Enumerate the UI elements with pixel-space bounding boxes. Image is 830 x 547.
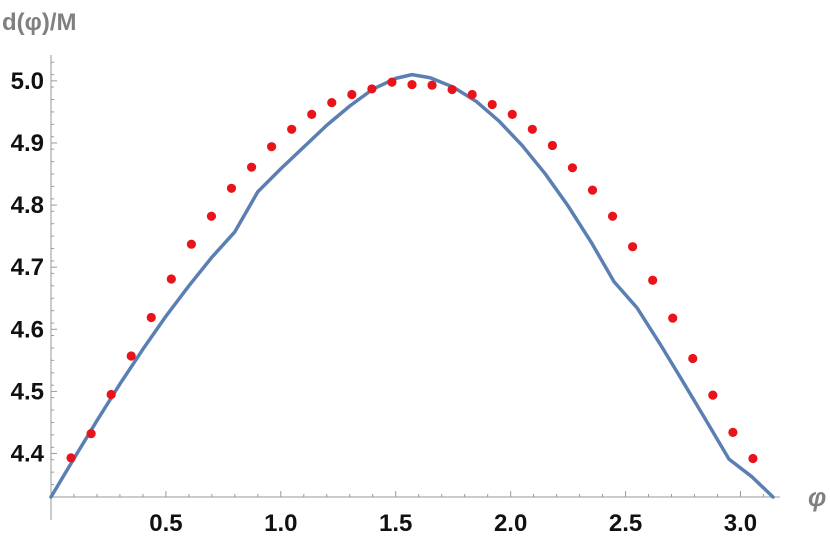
data-points: [66, 77, 758, 464]
data-point: [467, 89, 477, 100]
data-point: [648, 275, 658, 285]
data-point: [407, 79, 417, 90]
y-tick-label: 4.8: [11, 192, 44, 219]
x-tick-label: 2.0: [494, 510, 527, 537]
data-point: [688, 353, 698, 364]
data-point: [246, 162, 257, 172]
data-point: [186, 239, 196, 249]
data-point: [547, 140, 558, 151]
data-point: [527, 124, 537, 134]
data-point: [106, 389, 116, 400]
y-axis-title: d(φ)/M: [2, 9, 76, 36]
data-point: [267, 142, 277, 152]
y-tick-label: 4.9: [11, 130, 44, 157]
data-point: [708, 390, 718, 400]
data-point: [206, 211, 217, 221]
data-point: [146, 312, 156, 323]
x-ticks: 0.5 1.0 1.5 2.0 2.5 3.0: [73, 491, 764, 537]
data-point: [307, 109, 317, 119]
fit-curve-line: [49, 72, 775, 499]
data-point: [367, 84, 377, 94]
y-tick-label: 4.5: [11, 378, 44, 405]
data-point: [387, 77, 397, 87]
x-tick-label: 2.5: [609, 510, 642, 537]
data-point: [86, 429, 96, 439]
data-point: [748, 453, 758, 464]
x-tick-label: 3.0: [724, 510, 757, 537]
data-point: [427, 80, 437, 90]
data-point: [66, 453, 76, 463]
data-point: [347, 89, 357, 100]
data-point: [628, 242, 638, 252]
data-point: [607, 211, 618, 221]
data-point: [487, 99, 497, 110]
x-tick-label: 1.0: [264, 510, 297, 537]
data-point: [668, 313, 678, 323]
x-tick-label: 1.5: [379, 510, 412, 537]
x-tick-label: 0.5: [149, 510, 182, 537]
y-ticks: 4.4 4.5 4.6 4.7 4.8 4.9 5.0: [11, 61, 57, 486]
data-point: [327, 97, 337, 108]
data-point: [166, 274, 176, 284]
y-tick-label: 4.7: [11, 254, 44, 281]
data-point: [226, 183, 237, 193]
y-tick-label: 5.0: [11, 68, 44, 95]
y-tick-label: 4.6: [11, 316, 44, 343]
x-axis-title: φ: [808, 482, 826, 512]
axes: [50, 55, 780, 520]
y-tick-label: 4.4: [11, 441, 45, 468]
data-point: [567, 163, 578, 173]
data-point: [126, 351, 136, 361]
data-point: [507, 109, 517, 119]
data-point: [587, 185, 598, 195]
data-point: [728, 427, 738, 437]
data-point: [287, 124, 297, 134]
data-point: [447, 84, 457, 95]
